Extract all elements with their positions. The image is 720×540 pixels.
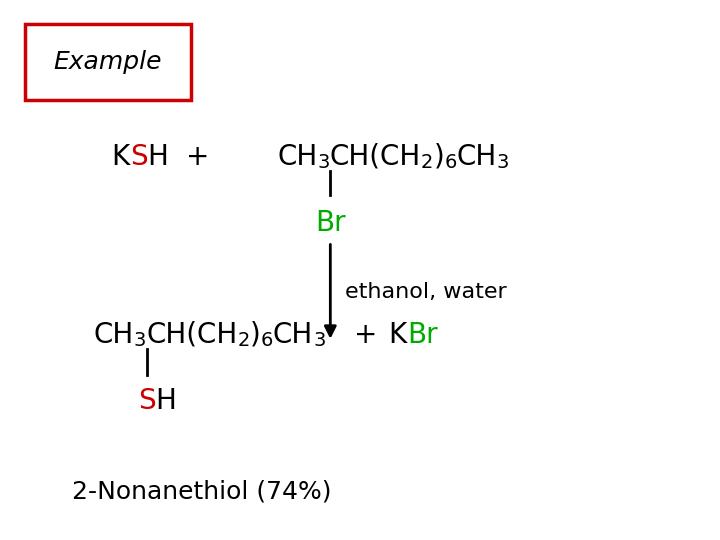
Text: 3: 3 [134, 332, 146, 350]
Text: Example: Example [54, 50, 162, 74]
Text: 6: 6 [261, 332, 273, 350]
Text: 2: 2 [421, 153, 433, 172]
Text: CH: CH [273, 321, 313, 349]
Text: CH: CH [94, 321, 134, 349]
Text: CH(CH: CH(CH [330, 143, 421, 171]
Text: CH: CH [277, 143, 318, 171]
Text: 3: 3 [318, 153, 330, 172]
Text: 3: 3 [313, 332, 325, 350]
Text: K: K [112, 143, 130, 171]
Text: 2: 2 [238, 332, 250, 350]
Text: 3: 3 [497, 153, 509, 172]
Text: Br: Br [315, 208, 346, 237]
Text: CH(CH: CH(CH [146, 321, 238, 349]
Text: +: + [354, 321, 378, 349]
Text: +: + [186, 143, 210, 171]
Text: ethanol, water: ethanol, water [345, 281, 506, 302]
Text: S: S [130, 143, 148, 171]
Text: K: K [389, 321, 407, 349]
Text: H: H [156, 387, 176, 415]
Text: ): ) [250, 321, 261, 349]
Text: 2-Nonanethiol (74%): 2-Nonanethiol (74%) [72, 480, 331, 503]
Text: S: S [138, 387, 156, 415]
Text: 6: 6 [444, 153, 456, 172]
Text: Br: Br [407, 321, 438, 349]
Text: H: H [148, 143, 168, 171]
Text: CH: CH [456, 143, 497, 171]
Text: ): ) [433, 143, 444, 171]
